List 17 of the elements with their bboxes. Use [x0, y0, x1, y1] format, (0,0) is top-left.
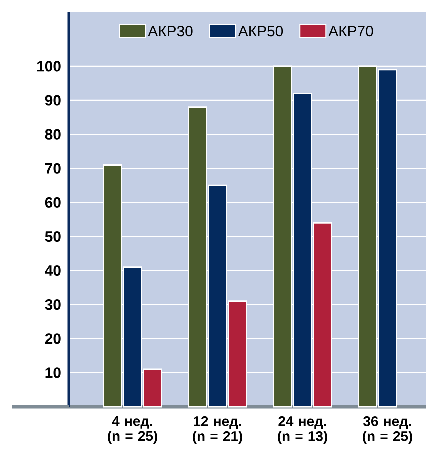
- y-tick-label: 30: [45, 300, 61, 310]
- y-tick-label: 40: [45, 265, 61, 276]
- legend-label: АКР30: [148, 26, 193, 37]
- y-tick-label: 20: [45, 334, 61, 344]
- y-tick-label: 60: [45, 197, 61, 208]
- y-tick-label: 90: [45, 95, 61, 106]
- y-tick-label: 50: [45, 231, 61, 242]
- x-tick-label: 36 нед. (n = 25): [363, 416, 412, 444]
- x-tick-label: 24 нед. (n = 13): [278, 416, 328, 444]
- y-tick-label: 100: [37, 61, 61, 72]
- y-tick-label: 70: [46, 163, 61, 174]
- legend-label: АКР70: [328, 26, 374, 37]
- x-tick-label: 4 нед. (n = 25): [108, 416, 158, 444]
- legend-label: АКР50: [238, 26, 284, 37]
- x-tick-label: 12 нед. (n = 21): [193, 416, 242, 444]
- y-tick-label: 80: [45, 129, 61, 140]
- y-tick-label: 10: [46, 368, 61, 378]
